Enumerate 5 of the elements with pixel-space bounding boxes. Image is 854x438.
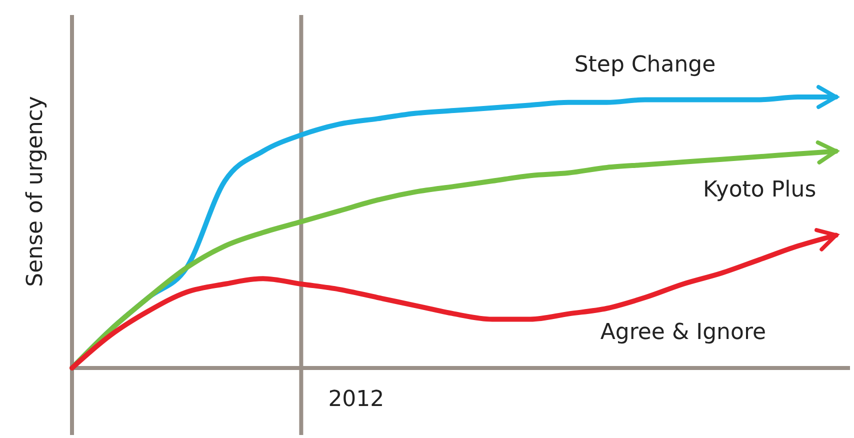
series-label: Kyoto Plus	[703, 178, 816, 203]
y-axis-title: Sense of urgency	[23, 96, 48, 287]
series-label: Step Change	[574, 52, 716, 78]
text: 2012	[328, 387, 384, 412]
series-label: Agree & Ignore	[600, 320, 766, 345]
